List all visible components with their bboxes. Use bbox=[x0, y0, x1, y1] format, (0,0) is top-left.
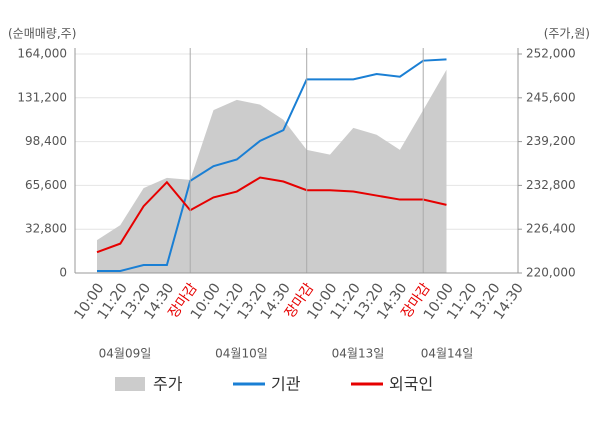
y2-tick-label: 239,200 bbox=[526, 134, 576, 148]
y2-tick-label: 232,800 bbox=[526, 178, 576, 192]
legend-label: 외국인 bbox=[389, 375, 433, 394]
date-label: 04월14일 bbox=[421, 347, 474, 361]
legend-label: 기관 bbox=[271, 375, 301, 394]
date-label: 04월10일 bbox=[215, 347, 268, 361]
price-area bbox=[97, 69, 447, 273]
series-line bbox=[97, 58, 447, 272]
y-axis-title: (순매매량,주) bbox=[8, 27, 76, 41]
y2-tick-label: 220,000 bbox=[526, 266, 576, 280]
y2-tick-label: 245,600 bbox=[526, 90, 576, 104]
legend-label: 주가 bbox=[153, 375, 183, 394]
y-tick-label: 164,000 bbox=[17, 47, 67, 61]
y-tick-label: 65,600 bbox=[25, 178, 67, 192]
y-tick-label: 131,200 bbox=[17, 90, 67, 104]
y2-axis-title: (주가,원) bbox=[544, 27, 590, 41]
y2-tick-label: 252,000 bbox=[526, 47, 576, 61]
date-label: 04월13일 bbox=[332, 347, 385, 361]
date-label: 04월09일 bbox=[99, 347, 152, 361]
legend-swatch bbox=[115, 377, 145, 391]
y-tick-label: 32,800 bbox=[25, 222, 67, 236]
y-tick-label: 98,400 bbox=[25, 134, 67, 148]
y-tick-label: 0 bbox=[59, 266, 67, 280]
y2-tick-label: 226,400 bbox=[526, 222, 576, 236]
series-line bbox=[96, 176, 447, 254]
